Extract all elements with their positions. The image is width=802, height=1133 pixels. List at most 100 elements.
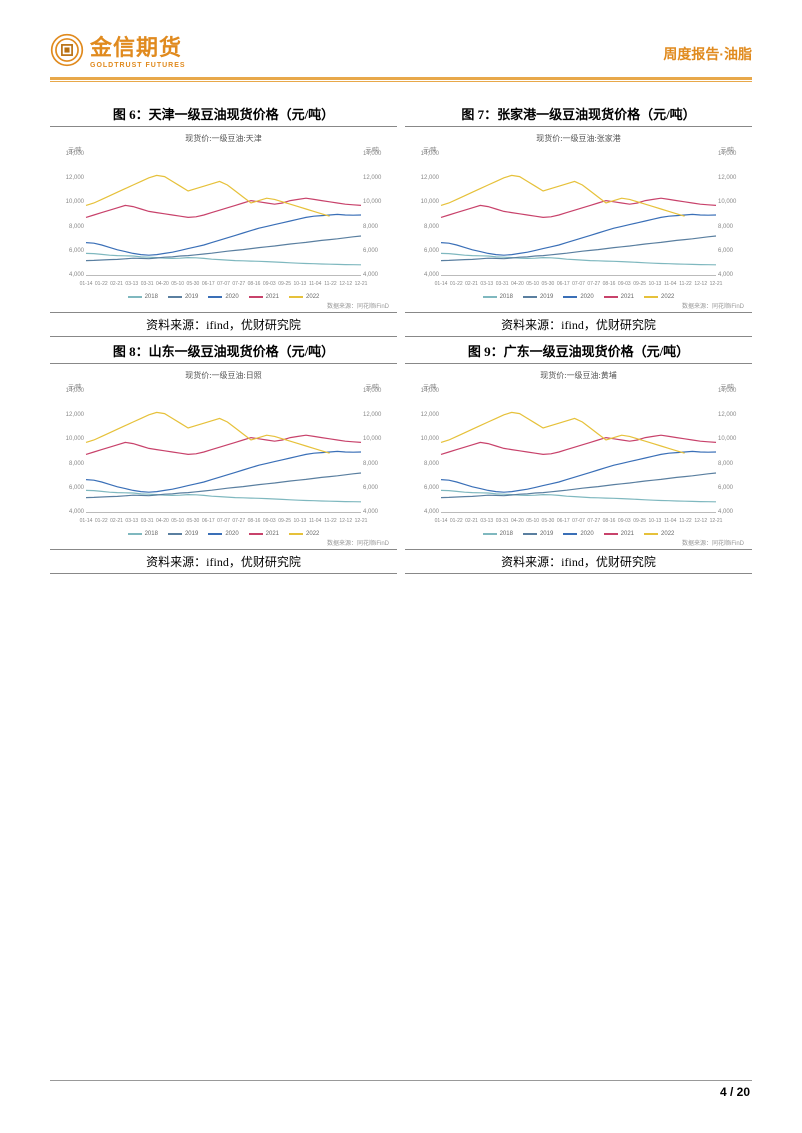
y-tick-right: 8,000 <box>718 461 746 467</box>
legend-item-2021: 2021 <box>249 531 279 537</box>
chart-lines-svg <box>86 392 361 512</box>
charts-grid: 图 6：天津一级豆油现货价格（元/吨） 现货价:一级豆油:天津 元/吨 元/吨 … <box>50 104 752 578</box>
x-tick: 04-20 <box>511 281 524 287</box>
x-tick: 12-21 <box>355 518 368 524</box>
legend-swatch <box>289 296 303 298</box>
x-tick: 12-12 <box>339 281 352 287</box>
y-tick-right: 8,000 <box>718 224 746 230</box>
x-tick: 10-13 <box>648 518 661 524</box>
legend-swatch <box>249 296 263 298</box>
chart-cell-fig6: 图 6：天津一级豆油现货价格（元/吨） 现货价:一级豆油:天津 元/吨 元/吨 … <box>50 104 397 341</box>
x-tick: 09-25 <box>278 281 291 287</box>
legend-swatch <box>523 296 537 298</box>
legend-row: 20182019202020212022 <box>405 294 752 300</box>
x-tick: 12-12 <box>339 518 352 524</box>
legend-swatch <box>128 533 142 535</box>
y-tick-right: 4,000 <box>363 272 391 278</box>
x-tick: 01-14 <box>435 281 448 287</box>
x-tick: 07-07 <box>217 281 230 287</box>
x-tick: 05-10 <box>171 518 184 524</box>
legend-label: 2020 <box>580 531 593 537</box>
legend-label: 2019 <box>185 294 198 300</box>
legend-item-2019: 2019 <box>168 531 198 537</box>
y-tick-right: 14,000 <box>363 151 391 157</box>
x-tick: 05-10 <box>526 518 539 524</box>
legend-label: 2019 <box>540 294 553 300</box>
brand-name-cn: 金信期货 <box>90 30 186 62</box>
x-tick: 12-12 <box>694 518 707 524</box>
legend-item-2019: 2019 <box>168 294 198 300</box>
x-tick: 04-20 <box>156 518 169 524</box>
plot-area <box>441 155 716 276</box>
legend-swatch <box>483 296 497 298</box>
y-tick-left: 4,000 <box>411 509 439 515</box>
legend-row: 20182019202020212022 <box>50 531 397 537</box>
x-tick: 01-14 <box>80 518 93 524</box>
x-tick: 10-13 <box>293 518 306 524</box>
x-tick: 02-21 <box>110 281 123 287</box>
x-tick: 01-22 <box>450 281 463 287</box>
legend-swatch <box>644 533 658 535</box>
series-line <box>441 412 685 453</box>
legend-label: 2020 <box>225 531 238 537</box>
chart-title: 图 9：广东一级豆油现货价格（元/吨） <box>405 341 752 364</box>
legend-swatch <box>563 533 577 535</box>
x-tick: 03-31 <box>141 518 154 524</box>
legend-item-2018: 2018 <box>483 294 513 300</box>
x-tick: 02-21 <box>465 281 478 287</box>
legend-label: 2022 <box>306 294 319 300</box>
legend-swatch <box>604 533 618 535</box>
x-tick: 07-07 <box>572 518 585 524</box>
series-line <box>86 473 361 498</box>
y-tick-left: 14,000 <box>56 151 84 157</box>
x-tick: 09-03 <box>618 518 631 524</box>
legend-label: 2022 <box>306 531 319 537</box>
legend-item-2020: 2020 <box>563 531 593 537</box>
x-tick: 11-04 <box>309 281 321 287</box>
y-tick-right: 8,000 <box>363 224 391 230</box>
y-tick-left: 10,000 <box>411 436 439 442</box>
legend-item-2022: 2022 <box>289 294 319 300</box>
legend-swatch <box>523 533 537 535</box>
plot-area <box>441 392 716 513</box>
y-tick-left: 6,000 <box>56 248 84 254</box>
x-tick: 05-10 <box>526 281 539 287</box>
brand-logo-block: 金信期货 GOLDTRUST FUTURES <box>50 30 186 69</box>
x-tick: 02-21 <box>465 518 478 524</box>
y-tick-right: 6,000 <box>363 485 391 491</box>
legend-label: 2021 <box>266 294 279 300</box>
chart-cell-fig9: 图 9：广东一级豆油现货价格（元/吨） 现货价:一级豆油:黄埔 元/吨 元/吨 … <box>405 341 752 578</box>
series-line <box>441 236 716 261</box>
x-tick: 08-16 <box>603 281 616 287</box>
y-tick-right: 14,000 <box>718 151 746 157</box>
x-tick: 07-27 <box>232 281 245 287</box>
legend-item-2018: 2018 <box>128 294 158 300</box>
legend-label: 2020 <box>580 294 593 300</box>
x-tick: 03-31 <box>496 281 509 287</box>
legend-swatch <box>208 533 222 535</box>
series-line <box>86 198 361 217</box>
y-tick-right: 10,000 <box>718 436 746 442</box>
x-tick: 01-14 <box>80 281 93 287</box>
chart-title: 图 7：张家港一级豆油现货价格（元/吨） <box>405 104 752 127</box>
y-tick-right: 14,000 <box>718 388 746 394</box>
legend-label: 2019 <box>540 531 553 537</box>
chart-body: 现货价:一级豆油:黄埔 元/吨 元/吨 20182019202020212022… <box>405 364 752 549</box>
legend-swatch <box>483 533 497 535</box>
chart-body: 现货价:一级豆油:日照 元/吨 元/吨 20182019202020212022… <box>50 364 397 549</box>
x-tick: 06-17 <box>202 281 215 287</box>
legend-label: 2021 <box>266 531 279 537</box>
y-tick-right: 12,000 <box>718 412 746 418</box>
chart-tiny-source: 数据来源：同花顺iFinD <box>327 538 389 547</box>
chart-inner-title: 现货价:一级豆油:张家港 <box>409 133 748 144</box>
legend-item-2019: 2019 <box>523 294 553 300</box>
x-tick: 11-04 <box>664 281 676 287</box>
y-tick-left: 6,000 <box>56 485 84 491</box>
legend-label: 2018 <box>500 294 513 300</box>
chart-body: 现货价:一级豆油:天津 元/吨 元/吨 20182019202020212022… <box>50 127 397 312</box>
x-tick: 11-04 <box>309 518 321 524</box>
report-category: 油脂 <box>724 46 752 62</box>
chart-inner-title: 现货价:一级豆油:日照 <box>54 370 393 381</box>
chart-title: 图 6：天津一级豆油现货价格（元/吨） <box>50 104 397 127</box>
x-tick: 06-17 <box>202 518 215 524</box>
